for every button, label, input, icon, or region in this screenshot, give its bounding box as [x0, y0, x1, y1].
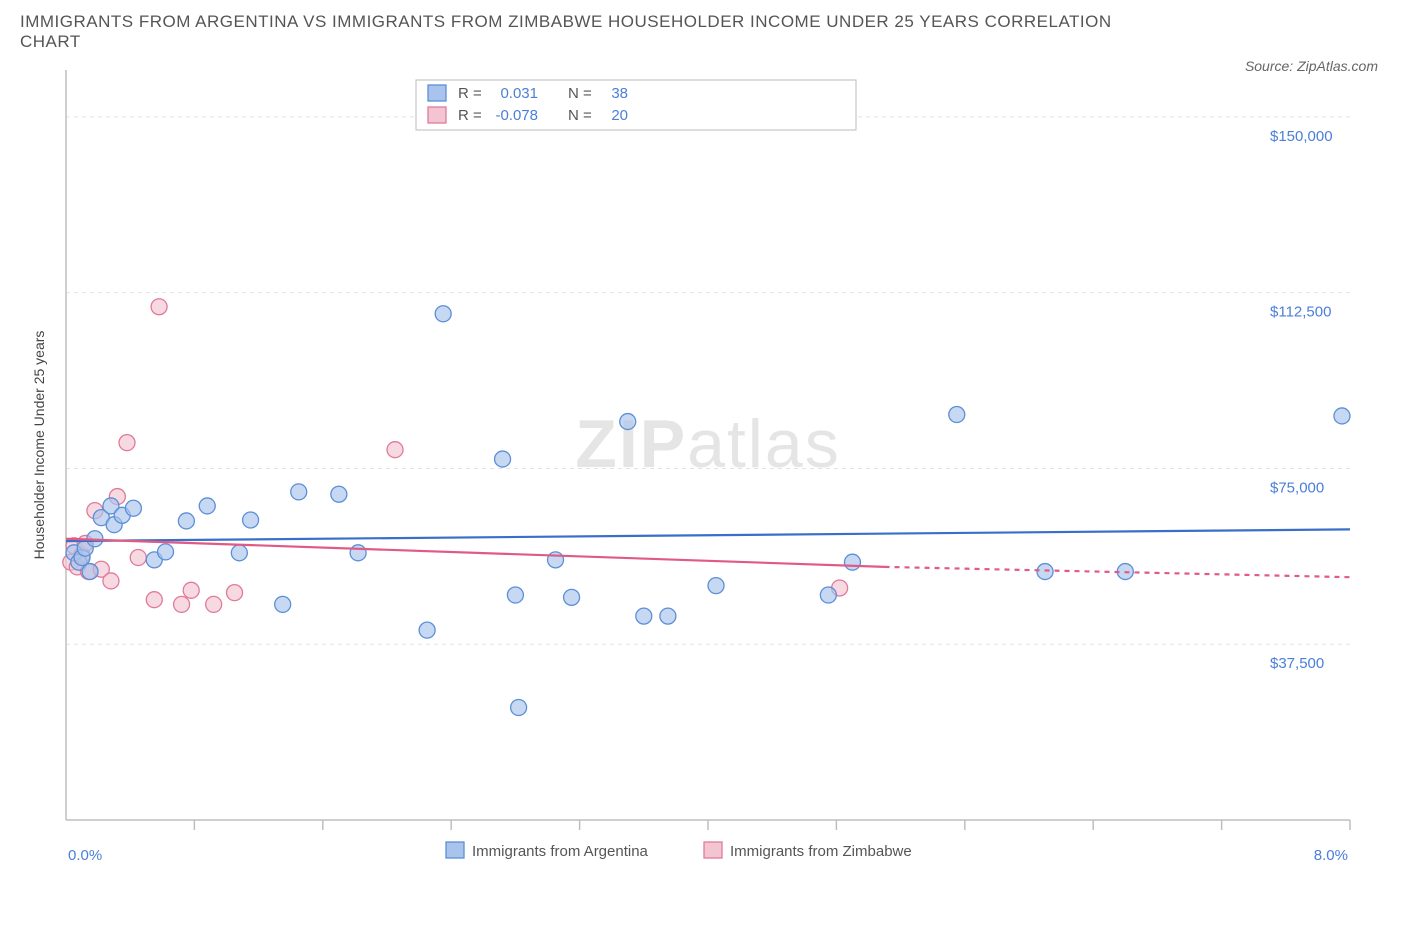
data-point [331, 486, 347, 502]
stats-r-label: R = [458, 107, 482, 124]
stats-swatch [428, 85, 446, 101]
correlation-chart: ZIPatlas $37,500 $75,000 $112,500 $150,000 0.… [20, 60, 1386, 880]
data-point [511, 700, 527, 716]
data-point [151, 299, 167, 315]
stats-r-value: 0.031 [500, 85, 538, 102]
stats-n-label: N = [568, 85, 592, 102]
data-point [206, 596, 222, 612]
stats-n-label: N = [568, 107, 592, 124]
data-point [178, 513, 194, 529]
trend-line [66, 529, 1350, 541]
legend-swatch [704, 842, 722, 858]
data-point [119, 435, 135, 451]
data-point [103, 573, 119, 589]
data-point [158, 544, 174, 560]
y-tick-label: $37,500 [1270, 655, 1324, 672]
y-axis-title: Householder Income Under 25 years [31, 331, 47, 560]
data-point [1334, 408, 1350, 424]
data-point [146, 592, 162, 608]
data-point [636, 608, 652, 624]
stats-box [416, 80, 856, 130]
data-point [387, 442, 403, 458]
data-point [227, 585, 243, 601]
data-point [183, 582, 199, 598]
data-point [1037, 564, 1053, 580]
y-tick-label: $75,000 [1270, 479, 1324, 496]
data-point [199, 498, 215, 514]
page-title: IMMIGRANTS FROM ARGENTINA VS IMMIGRANTS … [20, 12, 1120, 52]
data-point [291, 484, 307, 500]
data-point [548, 552, 564, 568]
legend-swatch [446, 842, 464, 858]
data-point [130, 550, 146, 566]
data-point [231, 545, 247, 561]
data-point [949, 407, 965, 423]
x-label-right: 8.0% [1314, 847, 1348, 864]
data-point [660, 608, 676, 624]
data-point [243, 512, 259, 528]
data-point [419, 622, 435, 638]
watermark: ZIPatlas [575, 406, 840, 482]
x-label-left: 0.0% [68, 847, 102, 864]
data-point [564, 589, 580, 605]
stats-n-value: 38 [611, 85, 628, 102]
stats-n-value: 20 [611, 107, 628, 124]
data-point [435, 306, 451, 322]
legend-label: Immigrants from Zimbabwe [730, 843, 912, 860]
stats-r-label: R = [458, 85, 482, 102]
data-point [174, 596, 190, 612]
data-point [620, 414, 636, 430]
stats-swatch [428, 107, 446, 123]
data-point [275, 596, 291, 612]
data-point [844, 554, 860, 570]
y-tick-label: $112,500 [1270, 304, 1331, 321]
data-point [820, 587, 836, 603]
data-point [82, 564, 98, 580]
stats-r-value: -0.078 [495, 107, 538, 124]
trend-line [66, 539, 885, 567]
data-point [495, 451, 511, 467]
legend-label: Immigrants from Argentina [472, 843, 649, 860]
data-point [708, 578, 724, 594]
y-tick-label: $150,000 [1270, 128, 1333, 145]
data-point [125, 500, 141, 516]
chart-svg: ZIPatlas $37,500 $75,000 $112,500 $150,000 0.… [20, 60, 1386, 880]
data-point [507, 587, 523, 603]
data-point [350, 545, 366, 561]
